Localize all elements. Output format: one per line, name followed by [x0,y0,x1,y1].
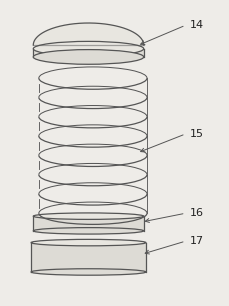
Polygon shape [33,216,143,231]
Text: 16: 16 [189,208,203,218]
Polygon shape [31,243,145,272]
Text: 14: 14 [189,20,203,30]
Ellipse shape [33,228,143,234]
Polygon shape [33,23,143,45]
Ellipse shape [33,41,143,56]
Ellipse shape [31,239,145,246]
Ellipse shape [33,213,143,219]
Text: 17: 17 [189,236,203,246]
Polygon shape [33,49,143,57]
Ellipse shape [31,269,145,275]
Ellipse shape [33,50,143,64]
Text: 15: 15 [189,129,203,139]
